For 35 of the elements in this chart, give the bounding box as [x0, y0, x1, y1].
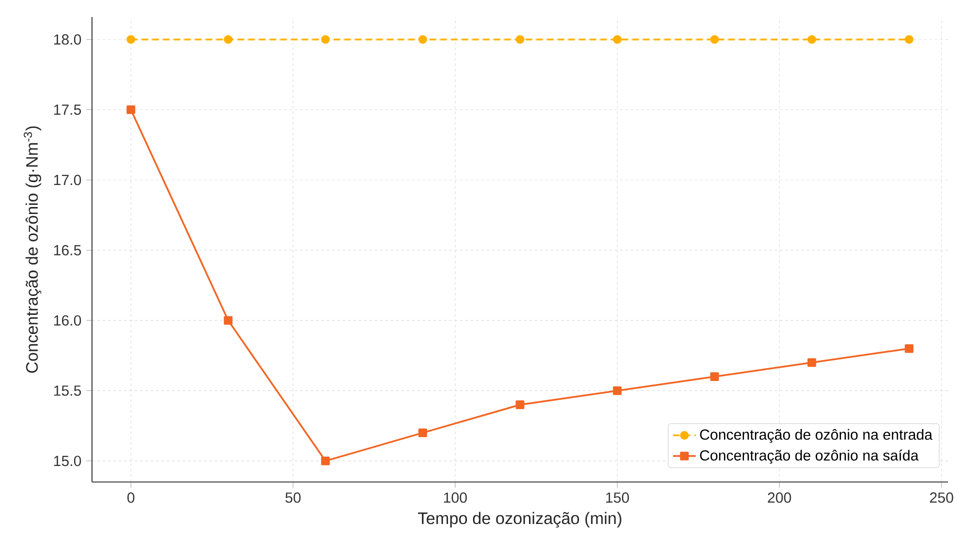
point: [807, 358, 816, 367]
y-tick-label: 16.0: [54, 315, 82, 326]
point: [126, 105, 136, 114]
point: [904, 35, 914, 44]
x-tick-label: 50: [285, 492, 301, 503]
x-tick-label: 150: [606, 492, 629, 503]
point: [224, 316, 233, 325]
point: [321, 456, 330, 466]
y-tick-label: 17.0: [54, 174, 82, 186]
x-axis-title: Tempo de ozonização (min): [418, 512, 622, 528]
legend-label: Concentração de ozônio na entrada: [700, 428, 932, 443]
point: [516, 400, 524, 410]
point: [418, 35, 428, 44]
point: [612, 35, 622, 44]
point: [321, 35, 330, 44]
point: [710, 35, 719, 44]
y-tick-label: 16.5: [54, 245, 81, 256]
point: [710, 372, 719, 381]
point: [126, 35, 136, 44]
y-tick-label: 17.5: [54, 104, 81, 115]
y-axis-title: Concentração de ozônio (g·Nm$^{-3}$): [24, 126, 42, 373]
x-tick-label: 200: [768, 492, 792, 503]
point: [807, 35, 816, 44]
y-tick-label: 15.0: [54, 456, 82, 466]
point: [612, 386, 622, 396]
point: [516, 35, 524, 44]
x-tick-label: 100: [444, 492, 467, 503]
point: [224, 35, 233, 44]
legend-label: Concentração de ozônio na saída: [700, 450, 919, 464]
y-tick-label: 18.0: [54, 34, 82, 45]
point: [418, 428, 428, 438]
y-tick-label: 15.5: [54, 386, 81, 396]
x-tick-label: 0: [127, 492, 134, 503]
x-tick-label: 250: [930, 492, 954, 503]
point: [904, 344, 914, 353]
